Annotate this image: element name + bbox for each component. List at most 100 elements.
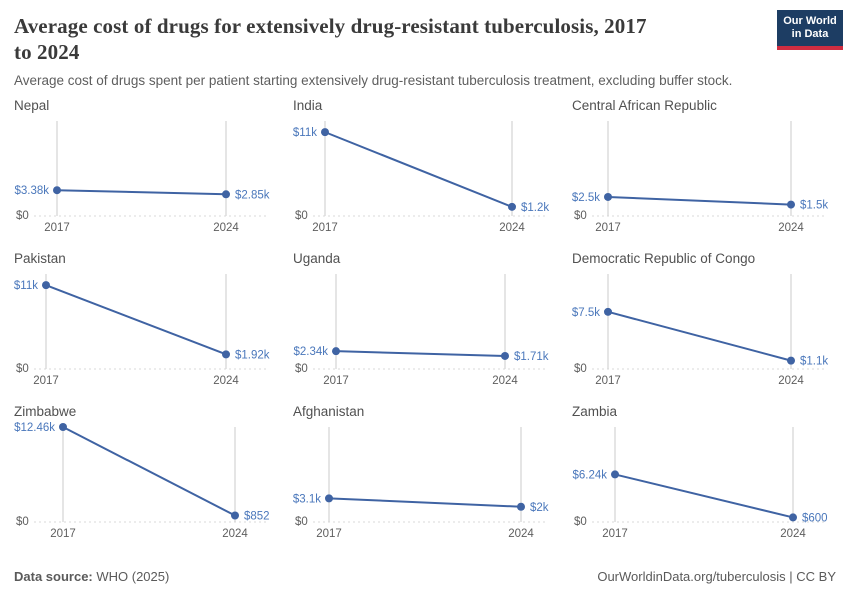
panel-plot: $2.5k $1.5k $0 2017 2024 xyxy=(572,121,828,234)
data-point-2017 xyxy=(321,128,329,137)
page-title-line2: to 2024 xyxy=(14,40,80,64)
x-tick-2024: 2024 xyxy=(778,222,804,234)
owid-logo-text-line1: Our World xyxy=(783,15,837,27)
data-point-2024 xyxy=(222,350,230,359)
x-tick-2024: 2024 xyxy=(213,375,239,387)
data-source-label: Data source: xyxy=(14,569,93,584)
data-line xyxy=(607,195,792,206)
owid-logo-text-line2: in Data xyxy=(791,28,829,40)
data-point-2024 xyxy=(787,356,795,365)
end-value-label: $1.5k xyxy=(800,200,828,212)
start-value-label: $3.1k xyxy=(293,493,321,505)
data-source-value: WHO (2025) xyxy=(92,569,170,584)
data-point-2017 xyxy=(59,423,67,431)
data-line xyxy=(56,189,227,196)
data-point-2024 xyxy=(222,190,230,199)
data-point-2017 xyxy=(604,192,612,201)
owid-logo: Our World in Data xyxy=(777,10,843,50)
data-point-2017 xyxy=(53,186,61,195)
country-panel: Uganda $2.34k $1.71k $0 2017 2024 xyxy=(293,251,549,394)
panel-title: Uganda xyxy=(293,251,341,266)
start-value-label: $2.5k xyxy=(572,192,600,204)
x-tick-2017: 2017 xyxy=(33,375,59,387)
credit-line: OurWorldinData.org/tuberculosis | CC BY xyxy=(597,569,836,584)
zero-axis-label: $0 xyxy=(295,516,308,528)
data-point-2017 xyxy=(42,281,50,290)
zero-axis-label: $0 xyxy=(16,516,29,528)
end-value-label: $2.85k xyxy=(235,189,270,201)
start-value-label: $11k xyxy=(14,280,38,292)
x-tick-2024: 2024 xyxy=(778,375,804,387)
chart-footer: Data source: WHO (2025) OurWorldinData.o… xyxy=(0,569,850,600)
x-tick-2017: 2017 xyxy=(50,528,76,540)
data-line xyxy=(45,284,227,356)
start-value-label: $6.24k xyxy=(572,469,607,481)
panel-title: India xyxy=(293,98,323,113)
x-tick-2024: 2024 xyxy=(492,375,518,387)
zero-axis-label: $0 xyxy=(295,363,308,375)
data-line xyxy=(335,350,506,357)
panel-title: Democratic Republic of Congo xyxy=(572,251,756,266)
zero-axis-label: $0 xyxy=(574,210,587,222)
start-value-label: $11k xyxy=(293,127,317,139)
x-tick-2017: 2017 xyxy=(602,528,628,540)
panel-plot: $3.1k $2k $0 2017 2024 xyxy=(293,427,549,540)
data-point-2024 xyxy=(789,513,797,522)
end-value-label: $1.2k xyxy=(521,202,549,214)
country-panel: Central African Republic $2.5k $1.5k $0 2017… xyxy=(572,98,829,241)
start-value-label: $12.46k xyxy=(14,422,55,434)
data-point-2017 xyxy=(332,347,340,356)
panel-title: Nepal xyxy=(14,98,50,113)
country-panel: Pakistan $11k $1.92k $0 2017 2024 xyxy=(14,251,270,394)
x-tick-2024: 2024 xyxy=(222,528,248,540)
chart-header: Average cost of drugs for extensively dr… xyxy=(0,0,850,88)
x-tick-2024: 2024 xyxy=(508,528,534,540)
zero-axis-label: $0 xyxy=(574,516,587,528)
start-value-label: $7.5k xyxy=(572,307,600,319)
x-tick-2017: 2017 xyxy=(312,222,338,234)
end-value-label: $1.1k xyxy=(800,356,828,368)
panel-plot: $7.5k $1.1k $0 2017 2024 xyxy=(572,274,828,387)
panel-title: Zimbabwe xyxy=(14,404,77,419)
country-panel: Zimbabwe $12.46k $852 $0 2017 2024 xyxy=(14,404,270,547)
data-line xyxy=(614,473,794,519)
panel-plot: $2.34k $1.71k $0 2017 2024 xyxy=(293,274,549,387)
country-panel: Zambia $6.24k $600 $0 2017 2024 xyxy=(572,404,828,547)
data-line xyxy=(62,426,236,517)
x-tick-2017: 2017 xyxy=(595,222,621,234)
data-point-2024 xyxy=(787,200,795,209)
panel-plot: $12.46k $852 $0 2017 2024 xyxy=(14,422,270,540)
panel-plot: $6.24k $600 $0 2017 2024 xyxy=(572,427,828,540)
x-tick-2017: 2017 xyxy=(323,375,349,387)
panel-title: Pakistan xyxy=(14,251,66,266)
small-multiples-grid: Nepal $3.38k $2.85k $0 2017 2024 India $11k $1.2… xyxy=(14,98,850,547)
end-value-label: $1.92k xyxy=(235,349,270,361)
data-point-2024 xyxy=(231,511,239,520)
x-tick-2024: 2024 xyxy=(213,222,239,234)
zero-axis-label: $0 xyxy=(16,210,29,222)
panel-plot: $3.38k $2.85k $0 2017 2024 xyxy=(14,121,270,234)
end-value-label: $2k xyxy=(530,502,549,514)
panel-title: Afghanistan xyxy=(293,404,365,419)
start-value-label: $3.38k xyxy=(14,185,49,197)
data-line xyxy=(607,310,792,362)
data-point-2024 xyxy=(508,202,516,211)
page-title-line1: Average cost of drugs for extensively dr… xyxy=(14,14,647,38)
x-tick-2017: 2017 xyxy=(595,375,621,387)
country-panel: Nepal $3.38k $2.85k $0 2017 2024 xyxy=(14,98,270,241)
end-value-label: $1.71k xyxy=(514,351,549,363)
x-tick-2024: 2024 xyxy=(499,222,525,234)
data-point-2017 xyxy=(611,470,619,479)
zero-axis-label: $0 xyxy=(574,363,587,375)
x-tick-2017: 2017 xyxy=(44,222,70,234)
data-line xyxy=(328,497,522,508)
data-source: Data source: WHO (2025) xyxy=(14,569,169,584)
country-panel: Afghanistan $3.1k $2k $0 2017 2024 xyxy=(293,404,549,547)
data-line xyxy=(324,131,513,208)
country-panel: India $11k $1.2k $0 2017 2024 xyxy=(293,98,549,241)
end-value-label: $852 xyxy=(244,511,270,523)
zero-axis-label: $0 xyxy=(16,363,29,375)
page-title: Average cost of drugs for extensively dr… xyxy=(14,13,750,65)
x-tick-2024: 2024 xyxy=(780,528,806,540)
data-point-2024 xyxy=(517,502,525,511)
